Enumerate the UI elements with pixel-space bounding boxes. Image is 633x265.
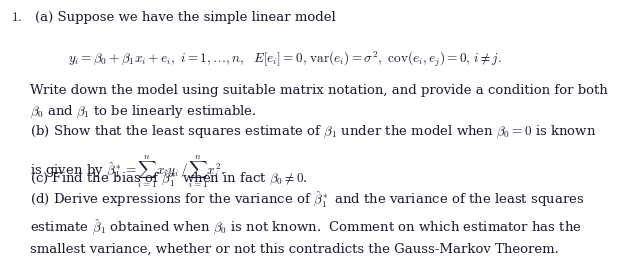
Text: (b) Show that the least squares estimate of $\beta_1$ under the model when $\bet: (b) Show that the least squares estimate… bbox=[30, 124, 596, 190]
Text: (a) Suppose we have the simple linear model: (a) Suppose we have the simple linear mo… bbox=[35, 11, 335, 24]
Text: (d) Derive expressions for the variance of $\hat{\beta}_1^*$ and the variance of: (d) Derive expressions for the variance … bbox=[30, 190, 584, 256]
Text: Write down the model using suitable matrix notation, and provide a condition for: Write down the model using suitable matr… bbox=[30, 84, 608, 120]
Text: (c) Find the bias of $\hat{\beta}_1^*$ when in fact $\beta_0 \neq 0$.: (c) Find the bias of $\hat{\beta}_1^*$ w… bbox=[30, 168, 308, 188]
Text: $y_i = \beta_0 + \beta_1 x_i + e_i,\ i = 1,\ldots,n,\ \ E[e_i] = 0,\,\mathrm{var: $y_i = \beta_0 + \beta_1 x_i + e_i,\ i =… bbox=[68, 49, 502, 69]
Text: $\mathbf{1.}$: $\mathbf{1.}$ bbox=[11, 11, 22, 24]
